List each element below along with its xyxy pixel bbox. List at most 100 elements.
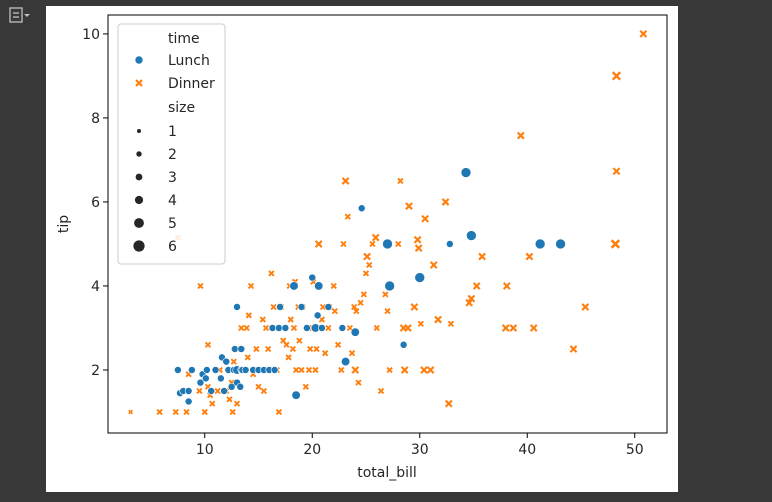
x-axis: 10 20 30 40 50 xyxy=(196,433,644,458)
legend-lunch-label: Lunch xyxy=(168,53,210,69)
chart-figure: 2 4 6 8 10 10 20 30 40 50 total_bill tip time Lu… xyxy=(46,6,678,492)
dinner-point xyxy=(357,299,364,306)
dinner-point xyxy=(313,345,320,353)
dinner-point xyxy=(434,315,442,324)
scatter-chart: 2 4 6 8 10 10 20 30 40 50 total_bill tip time Lu… xyxy=(56,14,668,481)
dinner-point xyxy=(341,177,350,185)
dinner-point xyxy=(298,366,305,374)
dinner-point xyxy=(201,408,208,416)
dinner-point xyxy=(204,341,212,348)
dinner-point xyxy=(441,198,450,206)
dinner-point xyxy=(319,303,327,311)
dinner-point xyxy=(377,387,385,395)
dinner-point xyxy=(386,366,393,374)
dinner-point xyxy=(312,366,319,374)
x-tick-label: 30 xyxy=(411,442,429,458)
dinner-point xyxy=(128,409,133,415)
legend-size-4-label: 4 xyxy=(168,193,177,209)
lunch-point xyxy=(338,324,347,332)
y-tick-label: 8 xyxy=(91,111,100,127)
dinner-point xyxy=(209,400,216,407)
dinner-point xyxy=(226,396,233,403)
dinner-point xyxy=(253,345,260,353)
dinner-point xyxy=(322,350,329,357)
dinner-point xyxy=(639,30,648,38)
dinner-point xyxy=(289,345,297,353)
output-collapse-icon[interactable] xyxy=(8,6,32,26)
dinner-point xyxy=(525,252,534,261)
dinner-point xyxy=(325,324,332,332)
dinner-point xyxy=(296,337,303,344)
lunch-point xyxy=(399,340,408,349)
y-axis: 2 4 6 8 10 xyxy=(82,27,108,379)
lunch-point xyxy=(297,303,306,311)
dinner-point xyxy=(348,350,356,357)
dinner-point xyxy=(478,252,486,261)
lunch-point xyxy=(384,280,395,292)
legend-size-5-label: 5 xyxy=(168,216,177,232)
dinner-point xyxy=(265,345,272,353)
dinner-point xyxy=(382,291,389,298)
lunch-point xyxy=(275,324,283,332)
legend-dinner-marker xyxy=(135,79,143,87)
lunch-point xyxy=(466,230,477,241)
dinner-point xyxy=(260,387,268,395)
dinner-point xyxy=(444,399,453,408)
output-gutter xyxy=(0,0,46,502)
lunch-point xyxy=(460,167,472,178)
dinner-point xyxy=(362,270,370,277)
dinner-point xyxy=(366,261,373,269)
dinner-point xyxy=(467,294,476,303)
dinner-point xyxy=(410,303,419,311)
dinner-point xyxy=(302,383,309,390)
dinner-point xyxy=(429,261,438,269)
lunch-point xyxy=(227,382,236,391)
lunch-point xyxy=(324,303,333,311)
lunch-point xyxy=(236,382,245,391)
x-axis-label: total_bill xyxy=(357,465,417,481)
dinner-point xyxy=(334,341,342,348)
dinner-point xyxy=(314,240,323,248)
dinner-point xyxy=(306,345,314,353)
lunch-point xyxy=(281,324,290,332)
lunch-point xyxy=(207,387,216,395)
dinner-point xyxy=(373,324,380,332)
dinner-point xyxy=(275,408,283,416)
lunch-point xyxy=(237,345,246,353)
lunch-point xyxy=(308,273,317,282)
lunch-point xyxy=(217,374,225,383)
legend-size-1-marker xyxy=(137,129,141,133)
y-tick-label: 2 xyxy=(91,363,100,379)
legend-size-6-label: 6 xyxy=(168,239,177,255)
dinner-point xyxy=(233,400,241,407)
lunch-point xyxy=(241,366,250,374)
x-tick-label: 50 xyxy=(626,442,644,458)
dinner-point xyxy=(509,324,518,332)
dinner-point xyxy=(331,308,338,315)
dinner-point xyxy=(270,303,277,311)
dinner-point xyxy=(465,298,474,307)
legend: time Lunch Dinner size 1 2 3 4 5 6 xyxy=(117,23,226,265)
dinner-point xyxy=(262,324,270,332)
lunch-point xyxy=(203,366,211,374)
dinner-point xyxy=(611,71,622,81)
dinner-point xyxy=(384,308,391,315)
dinner-point xyxy=(196,387,203,395)
dinner-point xyxy=(400,366,409,374)
dinner-point xyxy=(292,366,300,374)
legend-hue-title: time xyxy=(168,31,200,47)
lunch-point xyxy=(270,366,279,374)
dinner-point xyxy=(417,320,424,327)
dinner-point xyxy=(285,354,292,361)
lunch-point xyxy=(313,311,322,320)
lunch-point xyxy=(184,397,193,406)
lunch-point xyxy=(276,303,284,311)
dinner-point xyxy=(420,366,428,374)
dinner-point xyxy=(344,213,351,220)
dinner-point xyxy=(259,316,266,323)
x-tick-label: 20 xyxy=(303,442,321,458)
lunch-point xyxy=(357,204,366,213)
dinner-point xyxy=(413,235,422,244)
dinner-point xyxy=(243,324,250,332)
legend-size-title: size xyxy=(168,100,195,116)
